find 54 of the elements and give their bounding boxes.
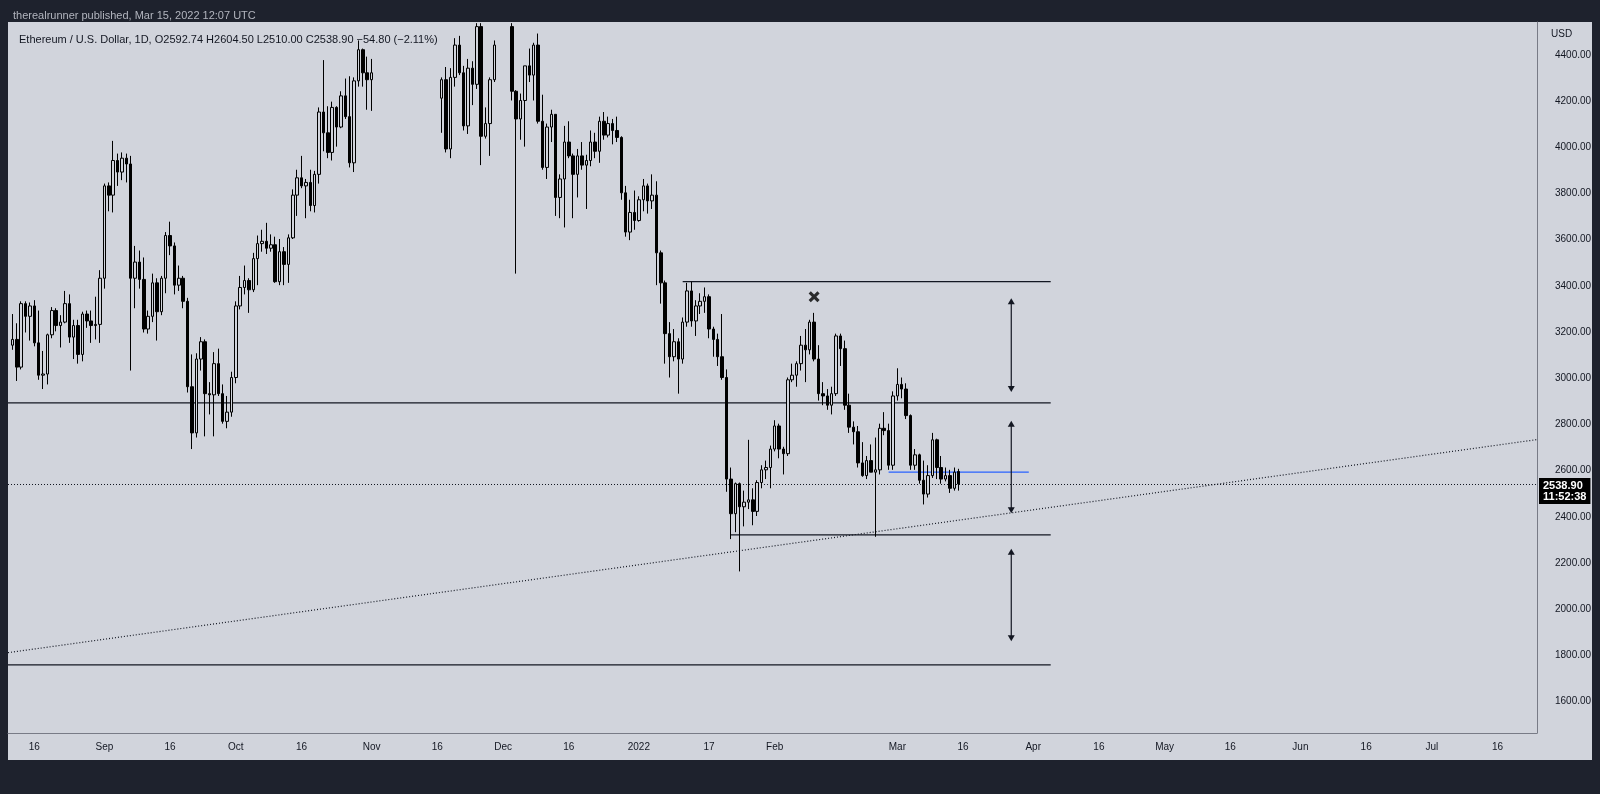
x-tick-label: 17 — [703, 740, 715, 752]
x-tick-label: 16 — [431, 740, 444, 752]
y-tick-label: 2200.00 — [1555, 556, 1592, 568]
y-tick-label: 3200.00 — [1555, 325, 1592, 337]
candlestick — [203, 338, 207, 437]
y-tick-label: 3400.00 — [1555, 279, 1592, 291]
candlestick — [111, 140, 115, 213]
candlestick — [466, 58, 470, 135]
x-tick-label: Oct — [228, 740, 244, 752]
x-tick-label: 16 — [1093, 740, 1105, 752]
x-tick-label: Dec — [494, 740, 512, 752]
y-tick-label: 1600.00 — [1555, 695, 1592, 707]
y-tick-label: 1800.00 — [1555, 649, 1592, 661]
y-tick-label: 2600.00 — [1555, 464, 1592, 476]
x-tick-label: Feb — [766, 740, 784, 752]
ref-line-label: 2538.90 — [1543, 479, 1583, 492]
x-tick-label: Sep — [95, 740, 114, 752]
candlestick — [479, 22, 483, 166]
y-tick-label: 2800.00 — [1555, 418, 1592, 430]
text: Ethereum / U.S. Dollar, 1D, O2592.74 H2604.50 L2510.00 C2538.90 −54.80 (−2.11%) — [19, 32, 438, 45]
x-tick-label: 16 — [957, 740, 970, 752]
x-tick-label: Jun — [1292, 740, 1309, 752]
text: 11:52:38 — [1543, 490, 1587, 503]
candlestick — [155, 277, 159, 342]
y-tick-label: 3600.00 — [1555, 233, 1592, 245]
x-tick-label: 2022 — [627, 740, 651, 752]
candlestick — [212, 351, 216, 437]
x-tick-label: Apr — [1025, 740, 1042, 752]
x-tick-label: 16 — [164, 740, 177, 752]
x-tick-label: Mar — [888, 740, 907, 752]
x-tick-label: 16 — [1360, 740, 1373, 752]
y-tick-label: 4000.00 — [1555, 141, 1592, 153]
candlestick — [948, 469, 952, 494]
y-tick-label: 2000.00 — [1555, 602, 1592, 614]
candlestick — [330, 101, 334, 162]
x-tick-label: 16 — [563, 740, 575, 752]
x-tick-label: Nov — [362, 740, 381, 752]
candlestick — [28, 301, 32, 342]
y-tick-label: 4200.00 — [1555, 94, 1592, 106]
y-tick-label: 3000.00 — [1555, 372, 1592, 383]
y-tick-label: 2400.00 — [1555, 510, 1592, 522]
x-tick-label: 16 — [1492, 740, 1504, 752]
candlestick — [273, 236, 277, 284]
y-axis-title: USD — [1551, 27, 1573, 39]
x-tick-label: Jul — [1425, 740, 1439, 752]
x-tick-label: 16 — [295, 740, 308, 752]
y-tick-label: 4400.00 — [1555, 48, 1592, 60]
x-tick-label: 16 — [28, 740, 41, 752]
x-tick-label: May — [1155, 740, 1175, 752]
y-tick-label: 3800.00 — [1555, 187, 1592, 199]
chart-subtitle: therealrunner published, Mar 15, 2022 12:07 UTC — [13, 8, 256, 21]
point — [808, 291, 820, 303]
candlestick — [957, 468, 960, 492]
x-tick-label: 16 — [1224, 740, 1237, 752]
